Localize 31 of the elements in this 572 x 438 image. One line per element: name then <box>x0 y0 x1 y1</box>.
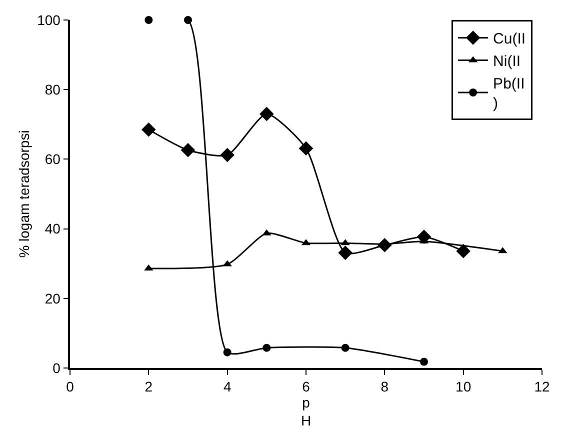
y-tick-label: 100 <box>37 12 61 28</box>
point <box>220 148 234 162</box>
point <box>262 344 271 352</box>
point <box>420 358 428 366</box>
point <box>456 244 470 258</box>
point <box>338 246 352 260</box>
y-tick-label: 80 <box>44 82 61 98</box>
y-tick-label: 60 <box>44 151 61 168</box>
point <box>184 16 192 24</box>
point <box>341 344 350 352</box>
x-tick-label: 2 <box>144 378 153 395</box>
point <box>144 16 153 24</box>
x-tick-label: 10 <box>456 378 472 395</box>
y-tick-label: 0 <box>52 360 61 376</box>
x-tick-label: 12 <box>534 378 550 395</box>
y-tick-label: 40 <box>44 220 61 237</box>
legend-label: Cu(II <box>493 30 526 48</box>
x-tick-label: 4 <box>223 378 232 395</box>
point <box>260 106 274 122</box>
legend-label: Pb(II ) <box>493 76 525 112</box>
point <box>223 348 232 356</box>
legend-label: Ni(II <box>493 53 521 70</box>
point <box>180 143 196 158</box>
x-axis-title: p H <box>300 394 312 429</box>
x-tick-label: 0 <box>66 378 74 395</box>
y-tick-label: 20 <box>44 290 61 306</box>
point <box>298 141 314 156</box>
point <box>142 122 156 137</box>
x-tick-label: 6 <box>302 378 310 395</box>
y-axis-title: % logam teradsorpsi <box>16 130 32 258</box>
x-tick-label: 8 <box>380 378 389 395</box>
